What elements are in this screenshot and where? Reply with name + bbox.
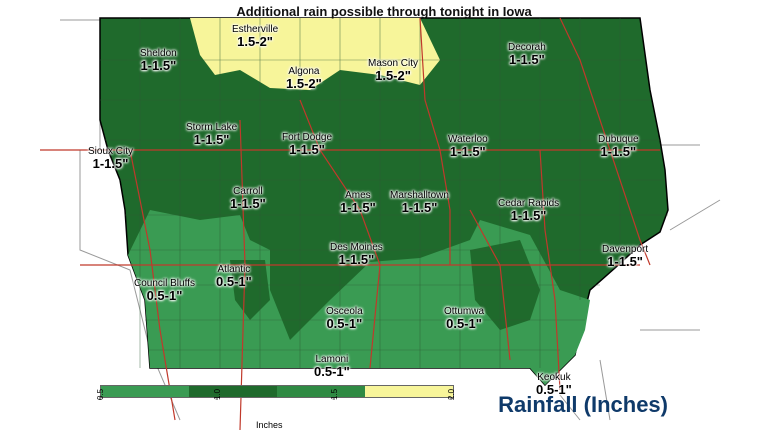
- city-label-waterloo: Waterloo 1-1.5": [448, 134, 488, 159]
- city-value: 0.5-1": [536, 382, 572, 397]
- city-name: Marshalltown: [390, 190, 449, 201]
- legend-unit: Inches: [256, 420, 283, 430]
- city-label-cedar-rapids: Cedar Rapids 1-1.5": [498, 198, 559, 223]
- city-name: Lamoni: [315, 354, 349, 365]
- city-value: 0.5-1": [216, 274, 252, 289]
- city-label-dubuque: Dubuque 1-1.5": [598, 134, 639, 159]
- legend-swatch: [189, 386, 277, 397]
- legend-swatch: [365, 386, 453, 397]
- city-name: Keokuk: [537, 372, 571, 383]
- highways: [40, 17, 660, 431]
- city-value: 1.5-2": [375, 68, 411, 83]
- city-name: Des Moines: [330, 242, 383, 253]
- city-label-mason-city: Mason City 1.5-2": [368, 58, 418, 83]
- city-label-ottumwa: Ottumwa 0.5-1": [444, 306, 484, 331]
- city-value: 1-1.5": [600, 144, 637, 159]
- city-value: 1-1.5": [193, 132, 230, 147]
- city-name: Waterloo: [448, 134, 488, 145]
- city-label-marshalltown: Marshalltown 1-1.5": [390, 190, 449, 215]
- city-label-carroll: Carroll 1-1.5": [230, 186, 266, 211]
- city-label-storm-lake: Storm Lake 1-1.5": [186, 122, 237, 147]
- city-label-sheldon: Sheldon 1-1.5": [140, 48, 177, 73]
- city-value: 1-1.5": [92, 156, 129, 171]
- city-value: 0.5-1": [146, 288, 183, 303]
- city-name: Ames: [345, 190, 371, 201]
- city-value: 1-1.5": [449, 144, 486, 159]
- city-name: Atlantic: [217, 264, 251, 275]
- city-name: Decorah: [508, 42, 546, 53]
- city-name: Estherville: [232, 24, 279, 35]
- city-label-atlantic: Atlantic 0.5-1": [216, 264, 252, 289]
- city-name: Davenport: [602, 244, 649, 255]
- city-label-davenport: Davenport 1-1.5": [602, 244, 648, 269]
- city-value: 1-1.5": [340, 200, 376, 215]
- city-label-des-moines: Des Moines 1-1.5": [330, 242, 383, 267]
- city-name: Ottumwa: [444, 306, 485, 317]
- city-name: Council Bluffs: [134, 278, 195, 289]
- city-label-sioux-city: Sioux City 1-1.5": [88, 146, 133, 171]
- county-grid: [100, 18, 668, 368]
- city-name: Storm Lake: [186, 122, 238, 133]
- city-name: Carroll: [233, 186, 263, 197]
- city-name: Sheldon: [140, 48, 177, 59]
- city-value: 1.5-2": [237, 34, 273, 49]
- legend-tick-label: 2.0: [447, 388, 456, 400]
- city-name: Osceola: [326, 306, 363, 317]
- city-label-lamoni: Lamoni 0.5-1": [314, 354, 350, 379]
- legend-swatch: [277, 386, 365, 397]
- city-value: 1-1.5": [338, 252, 375, 267]
- rainfall-heading: Rainfall (Inches): [498, 392, 668, 417]
- legend-tick-label: 1.5: [330, 388, 339, 400]
- city-value: 0.5-1": [326, 316, 363, 331]
- city-value: 1.5-2": [286, 76, 322, 91]
- city-label-decorah: Decorah 1-1.5": [508, 42, 546, 67]
- city-name: Sioux City: [88, 146, 134, 157]
- city-name: Fort Dodge: [282, 132, 333, 143]
- legend-tick-label: 0.5: [96, 388, 105, 400]
- city-value: 1-1.5": [140, 58, 177, 73]
- city-name: Algona: [288, 66, 320, 77]
- city-value: 1-1.5": [401, 200, 438, 215]
- color-legend: [100, 385, 454, 398]
- city-value: 1-1.5": [607, 254, 643, 269]
- city-label-estherville: Estherville 1.5-2": [232, 24, 278, 49]
- city-label-council-bluffs: Council Bluffs 0.5-1": [134, 278, 195, 303]
- legend-tick-label: 1.0: [213, 388, 222, 400]
- zone-1-5-to-2: [190, 18, 440, 90]
- city-value: 0.5-1": [446, 316, 482, 331]
- city-value: 1-1.5": [509, 52, 545, 67]
- city-value: 1-1.5": [510, 208, 547, 223]
- city-name: Dubuque: [598, 134, 639, 145]
- city-value: 1-1.5": [230, 196, 266, 211]
- city-label-ames: Ames 1-1.5": [340, 190, 376, 215]
- city-value: 0.5-1": [314, 364, 350, 379]
- legend-swatch: [101, 386, 189, 397]
- city-label-keokuk: Keokuk 0.5-1": [536, 372, 572, 397]
- city-name: Mason City: [368, 58, 419, 69]
- city-name: Cedar Rapids: [498, 198, 560, 209]
- city-label-fort-dodge: Fort Dodge 1-1.5": [282, 132, 332, 157]
- city-label-osceola: Osceola 0.5-1": [326, 306, 363, 331]
- map-title: Additional rain possible through tonight…: [236, 4, 532, 19]
- city-label-algona: Algona 1.5-2": [286, 66, 322, 91]
- city-value: 1-1.5": [289, 142, 325, 157]
